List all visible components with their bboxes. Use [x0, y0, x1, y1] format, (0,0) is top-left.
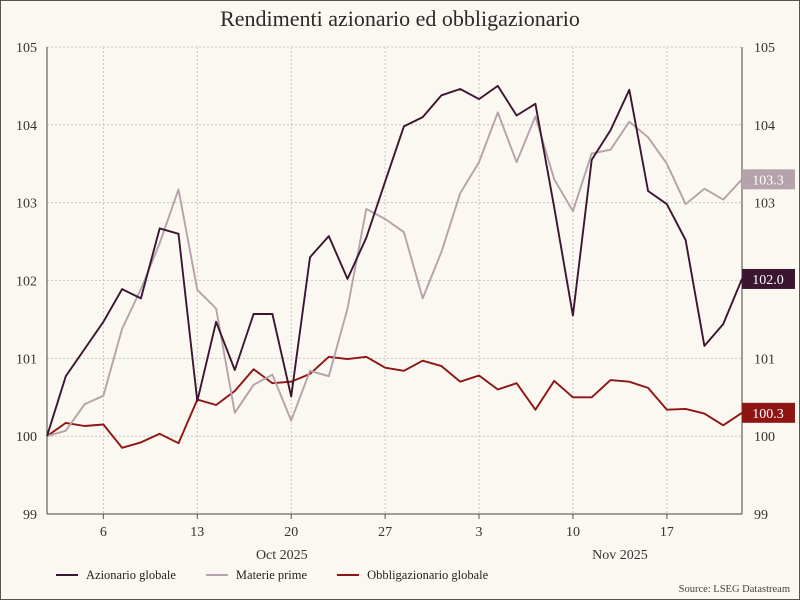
- y-tick-label-left: 104: [16, 119, 37, 134]
- legend: Azionario globale Materie prime Obbligazio…: [56, 566, 488, 584]
- grid: [47, 46, 742, 515]
- series-line-obbligazionario-globale: [46, 355, 743, 449]
- chart-title: Rendimenti azionario ed obbligazionario: [220, 6, 580, 31]
- end-label-text: 102.0: [752, 273, 784, 288]
- end-label-box: [742, 268, 795, 289]
- end-label-box: [742, 402, 795, 423]
- series-lines: [46, 84, 743, 449]
- end-label-text: 103.3: [752, 173, 784, 188]
- axes: 9999100100101101102102103103104104105105…: [16, 41, 775, 563]
- end-label-box: [742, 169, 795, 190]
- end-label-text: 100.3: [752, 407, 784, 422]
- legend-label: Materie prime: [235, 567, 308, 582]
- x-tick-label: 10: [566, 525, 580, 540]
- y-tick-label-right: 99: [754, 508, 768, 523]
- y-tick-label-right: 100: [754, 430, 775, 445]
- x-tick-label: 17: [660, 525, 674, 540]
- y-tick-label-right: 101: [754, 352, 775, 367]
- legend-swatch: [337, 574, 360, 576]
- series-line-materie-prime: [46, 111, 743, 438]
- source-note: Source: LSEG Datastream: [678, 584, 790, 595]
- x-month-label: Nov 2025: [592, 548, 648, 563]
- y-tick-label-right: 105: [754, 41, 775, 56]
- legend-label: Azionario globale: [86, 567, 176, 582]
- series-line-azionario-globale: [46, 84, 743, 437]
- end-label-azionario-globale: 102.0: [742, 268, 795, 289]
- y-tick-label-left: 101: [16, 352, 37, 367]
- x-tick-label: 20: [284, 525, 298, 540]
- x-tick-label: 27: [378, 525, 392, 540]
- y-tick-label-left: 100: [16, 430, 37, 445]
- end-label-obbligazionario-globale: 100.3: [742, 402, 795, 423]
- y-tick-label-right: 103: [754, 197, 775, 212]
- y-tick-label-left: 105: [16, 41, 37, 56]
- legend-item: Azionario globale: [56, 568, 176, 583]
- end-label-materie-prime: 103.3: [742, 169, 795, 190]
- legend-swatch: [56, 574, 78, 576]
- legend-item: Materie prime: [205, 567, 308, 583]
- y-tick-label-left: 99: [23, 508, 37, 523]
- x-tick-label: 13: [190, 525, 204, 540]
- end-value-labels: 102.0 103.3 100.3: [742, 169, 795, 423]
- y-tick-label-left: 102: [16, 275, 37, 290]
- legend-item: Obbligazionario globale: [337, 568, 488, 583]
- legend-swatch: [205, 574, 228, 576]
- x-tick-label: 3: [476, 525, 483, 540]
- y-tick-label-right: 104: [754, 119, 775, 134]
- x-tick-label: 6: [100, 525, 107, 540]
- y-tick-label-left: 103: [16, 197, 37, 212]
- legend-label: Obbligazionario globale: [367, 567, 489, 582]
- x-month-label: Oct 2025: [256, 548, 308, 563]
